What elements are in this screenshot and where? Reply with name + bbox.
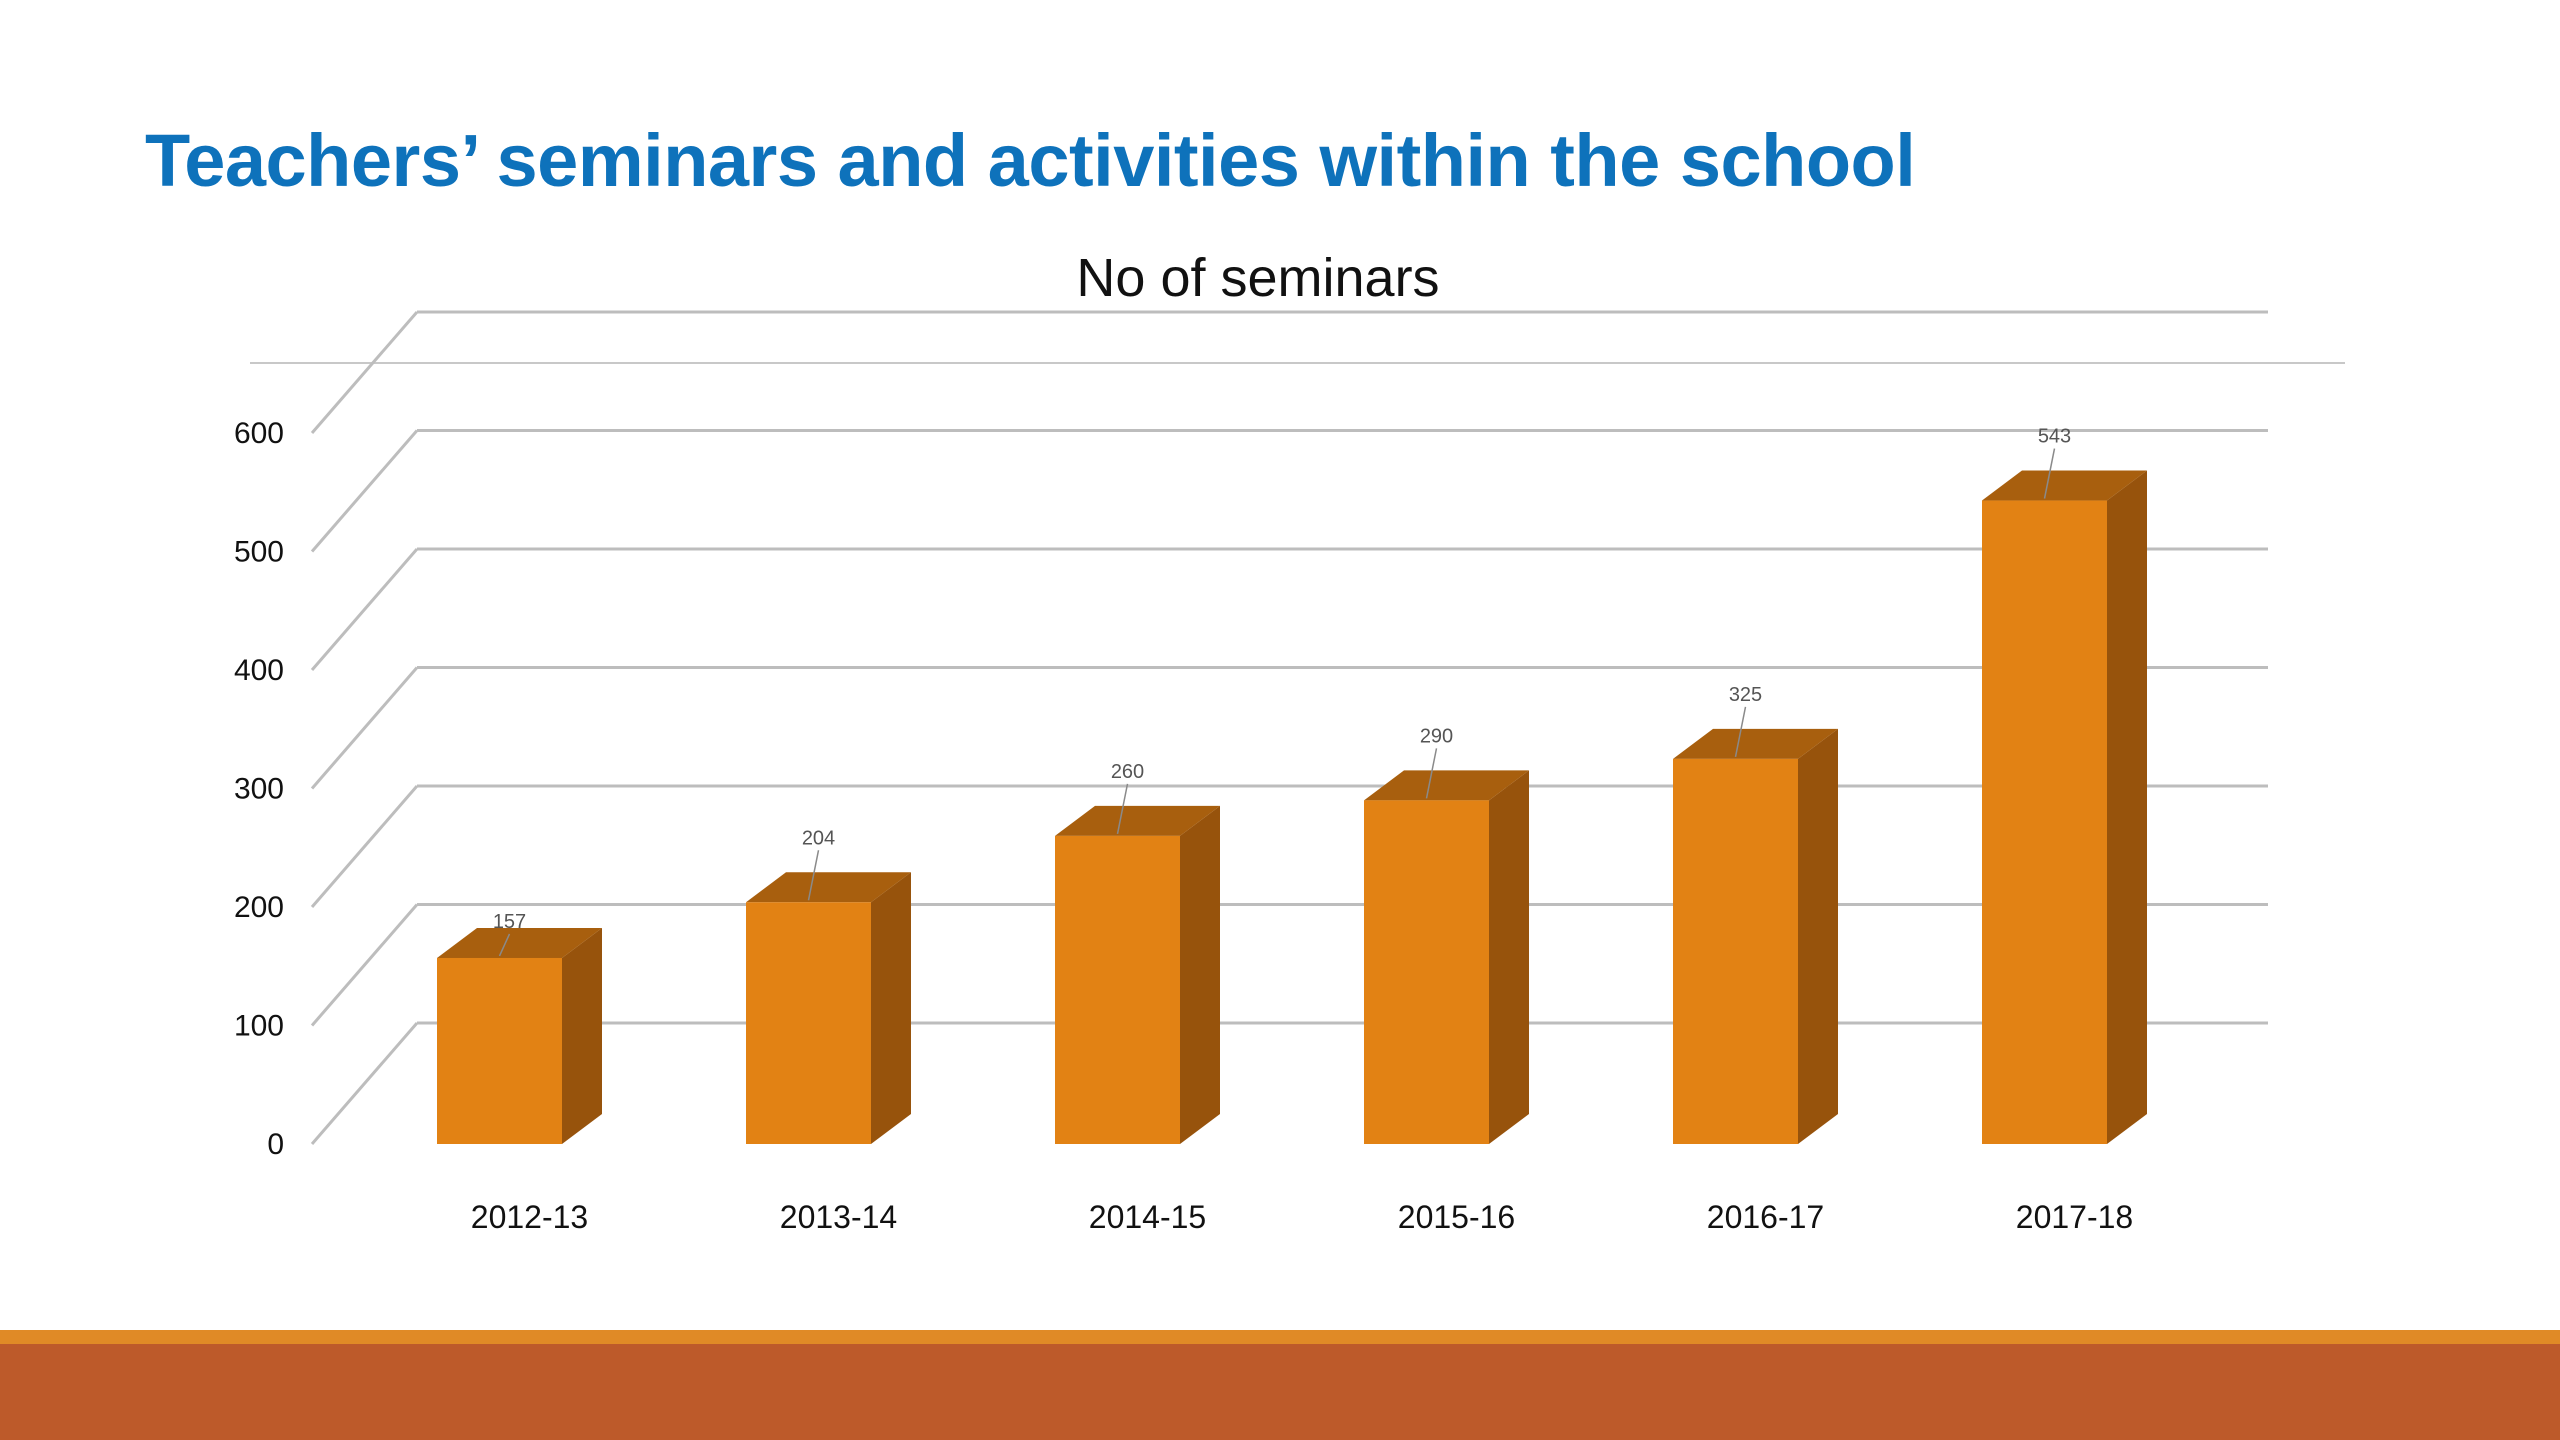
data-label-leader (2043, 448, 2056, 499)
data-labels: 157 204 260 290 325 543 (493, 426, 2071, 957)
x-tick-label: 2014-15 (1089, 1199, 1206, 1235)
data-label-leader (807, 850, 820, 901)
bar-top (437, 927, 602, 958)
bar-front (746, 902, 871, 1144)
bar-front (1055, 835, 1180, 1144)
bar-top (746, 872, 911, 903)
bar-side (562, 927, 602, 1144)
bar-top (1055, 805, 1220, 836)
bar-2012-13 (437, 927, 602, 1144)
gridline-side (310, 785, 419, 908)
y-tick-label: 300 (234, 773, 284, 806)
x-tick-label: 2015-16 (1398, 1199, 1515, 1235)
bar-top (1364, 770, 1529, 801)
gridline-side (310, 666, 419, 790)
bar-front (1673, 758, 1798, 1144)
bar-front (1364, 800, 1489, 1144)
data-label-leader (1734, 706, 1747, 758)
gridline-side (310, 311, 419, 434)
data-label: 204 (802, 827, 835, 849)
bar-side (1798, 728, 1838, 1144)
bar-front (1982, 500, 2107, 1144)
data-label-leader (1116, 783, 1129, 835)
bar-side (1180, 805, 1220, 1144)
bar-side (1489, 770, 1529, 1144)
data-label-leader (498, 933, 511, 957)
bar-2013-14 (746, 872, 911, 1144)
slide-title: Teachers’ seminars and activities within… (145, 119, 1916, 202)
y-tick-label: 400 (234, 654, 284, 687)
gridline-side (310, 1022, 419, 1145)
data-label: 157 (493, 911, 526, 933)
bar-front (437, 957, 562, 1144)
gridline-side (310, 429, 419, 553)
x-tick-label: 2012-13 (471, 1199, 588, 1235)
bar-side (2107, 470, 2147, 1144)
bar-top (1673, 728, 1838, 759)
y-tick-label: 0 (267, 1128, 284, 1161)
gridline-side (310, 903, 419, 1027)
gridlines (310, 310, 2268, 1145)
seminars-bar-chart: No of seminars 0 100 200 300 400 500 600 157 20… (234, 248, 2345, 1235)
bars (437, 470, 2147, 1144)
bar-2016-17 (1673, 728, 1838, 1144)
data-label: 543 (2038, 426, 2071, 448)
chart-title: No of seminars (1076, 248, 1439, 308)
y-tick-label: 500 (234, 536, 284, 569)
y-axis-ticks: 0 100 200 300 400 500 600 (234, 417, 284, 1161)
x-tick-label: 2013-14 (780, 1199, 897, 1235)
footer-accent-stripe (0, 1330, 2560, 1344)
data-label: 260 (1111, 761, 1144, 783)
bar-2015-16 (1364, 770, 1529, 1144)
data-label-leader (1425, 748, 1438, 799)
y-tick-label: 100 (234, 1010, 284, 1043)
data-label: 325 (1729, 684, 1762, 706)
footer-band (0, 1344, 2560, 1440)
bar-top (1982, 470, 2147, 501)
x-tick-label: 2017-18 (2016, 1199, 2133, 1235)
bar-2014-15 (1055, 805, 1220, 1144)
y-tick-label: 200 (234, 891, 284, 924)
gridline-side (310, 548, 419, 671)
bar-2017-18 (1982, 470, 2147, 1144)
bar-side (871, 872, 911, 1144)
y-tick-label: 600 (234, 417, 284, 450)
data-label: 290 (1420, 725, 1453, 747)
x-tick-label: 2016-17 (1707, 1199, 1824, 1235)
x-axis-ticks: 2012-13 2013-14 2014-15 2015-16 2016-17 2017-… (471, 1199, 2133, 1235)
